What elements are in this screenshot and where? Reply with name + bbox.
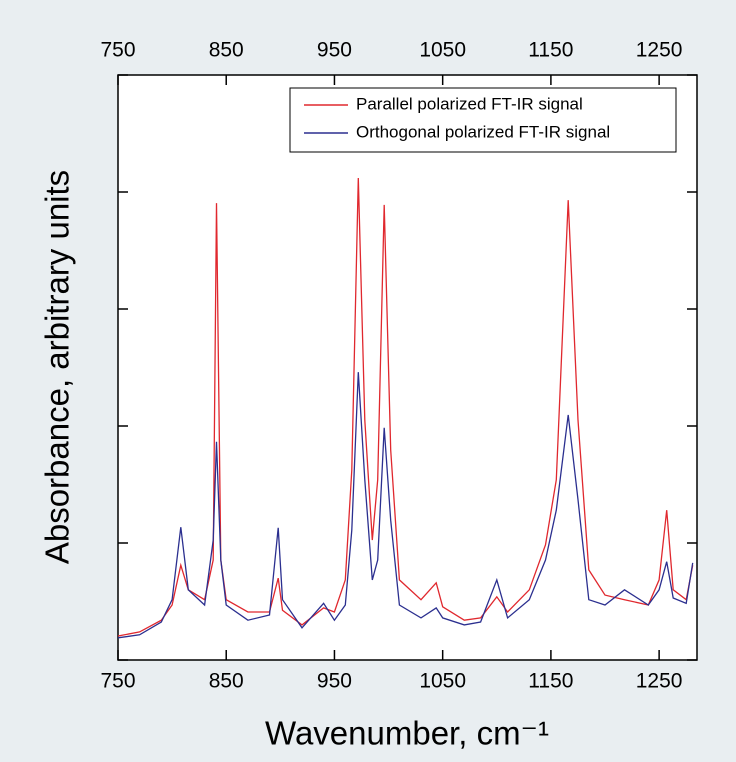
x-tick-label: 950: [317, 670, 352, 693]
y-axis-label: Absorbance, arbitrary units: [39, 170, 76, 564]
x-tick-label: 850: [209, 670, 244, 693]
x-tick-label-top: 950: [317, 39, 352, 62]
legend-box: [289, 87, 677, 153]
plot-area: [117, 74, 698, 661]
x-tick-label-top: 750: [100, 39, 135, 62]
legend-label: Parallel polarized FT-IR signal: [356, 94, 583, 113]
x-tick-label-top: 1050: [419, 39, 466, 62]
x-axis-label: Wavenumber, cm⁻¹: [265, 715, 549, 752]
x-tick-label: 750: [100, 670, 135, 693]
legend-label: Orthogonal polarized FT-IR signal: [356, 122, 610, 141]
x-tick-label: 1250: [636, 670, 683, 693]
x-tick-label: 1150: [528, 670, 573, 693]
x-tick-label: 1050: [419, 670, 466, 693]
data-line: [117, 177, 694, 637]
x-tick-label-top: 850: [209, 39, 244, 62]
data-line: [117, 372, 694, 639]
x-tick-label-top: 1250: [636, 39, 683, 62]
x-tick-label-top: 1150: [528, 39, 573, 62]
